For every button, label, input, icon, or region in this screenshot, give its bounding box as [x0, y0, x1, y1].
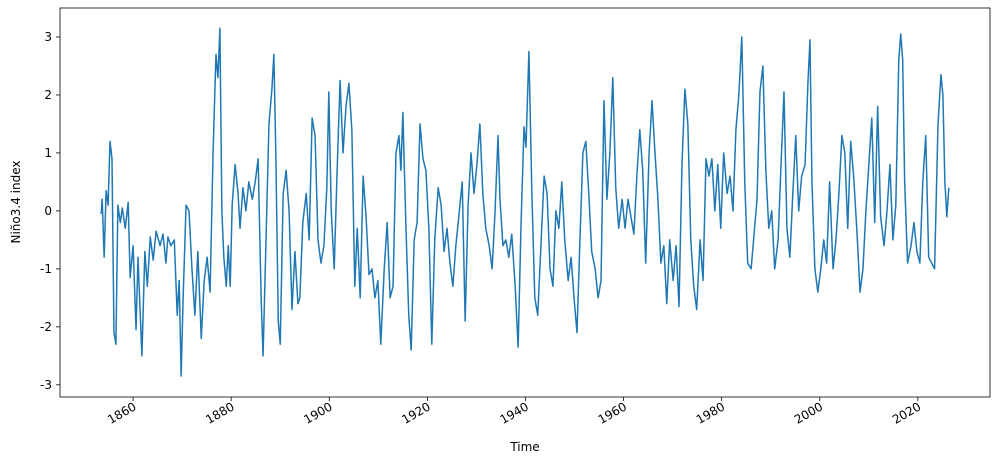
y-tick-label: 3 [44, 30, 52, 44]
y-tick-label: -1 [40, 262, 52, 276]
y-axis-label: Niño3.4 index [9, 161, 23, 244]
y-tick-label: 1 [44, 146, 52, 160]
x-axis-label: Time [509, 440, 539, 454]
y-tick-label: 2 [44, 88, 52, 102]
axes-frame [59, 7, 991, 398]
y-tick-label: 0 [44, 204, 52, 218]
y-tick-label: -2 [40, 320, 52, 334]
y-tick-label: -3 [40, 378, 52, 392]
data-line [100, 27, 950, 377]
